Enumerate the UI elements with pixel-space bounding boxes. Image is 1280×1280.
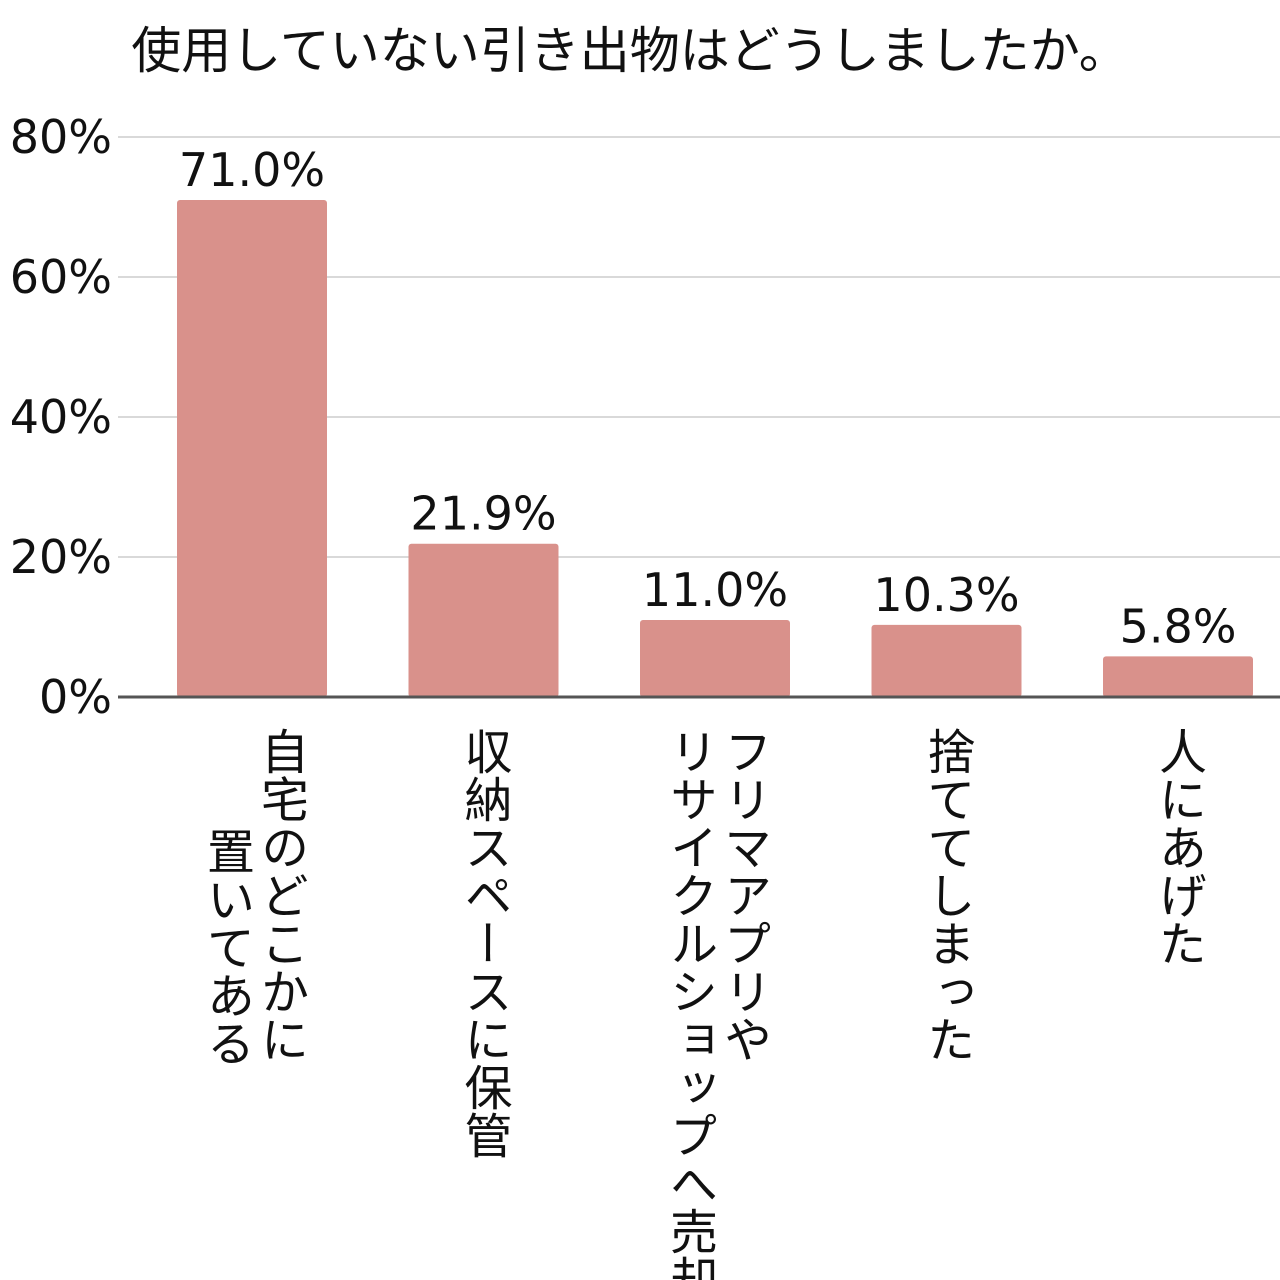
category-label: 捨ててしまった <box>919 727 975 1063</box>
bars <box>177 200 1253 697</box>
data-label: 10.3% <box>873 568 1019 622</box>
category-label: 人にあげた <box>1150 727 1206 967</box>
bar <box>871 624 1022 697</box>
bar <box>408 543 559 697</box>
data-labels: 71.0% 21.9% 11.0% 10.3% 5.8% <box>179 143 1237 653</box>
data-label: 5.8% <box>1120 599 1237 653</box>
category-label: フリマアプリや <box>715 727 771 1063</box>
y-axis-tick-labels: 0% 20% 40% 60% 80% <box>10 110 112 724</box>
data-label: 71.0% <box>179 143 325 197</box>
category-label: 置いてある <box>198 827 254 1067</box>
y-tick-label: 40% <box>10 390 112 444</box>
bar <box>640 620 790 697</box>
y-tick-label: 80% <box>10 110 112 164</box>
bar <box>1103 656 1253 697</box>
category-label: リサイクルショップへ売却 <box>661 727 717 1280</box>
category-label: 収納スペースに保管 <box>456 727 512 1159</box>
y-tick-label: 20% <box>10 530 112 584</box>
data-label: 11.0% <box>642 563 788 617</box>
y-tick-label: 0% <box>39 670 112 724</box>
data-label: 21.9% <box>410 487 556 541</box>
y-tick-label: 60% <box>10 250 112 304</box>
chart-title: 使用していない引き出物はどうしましたか。 <box>131 22 1129 80</box>
bar <box>177 200 327 697</box>
category-label: 自宅のどこかに <box>252 727 308 1063</box>
